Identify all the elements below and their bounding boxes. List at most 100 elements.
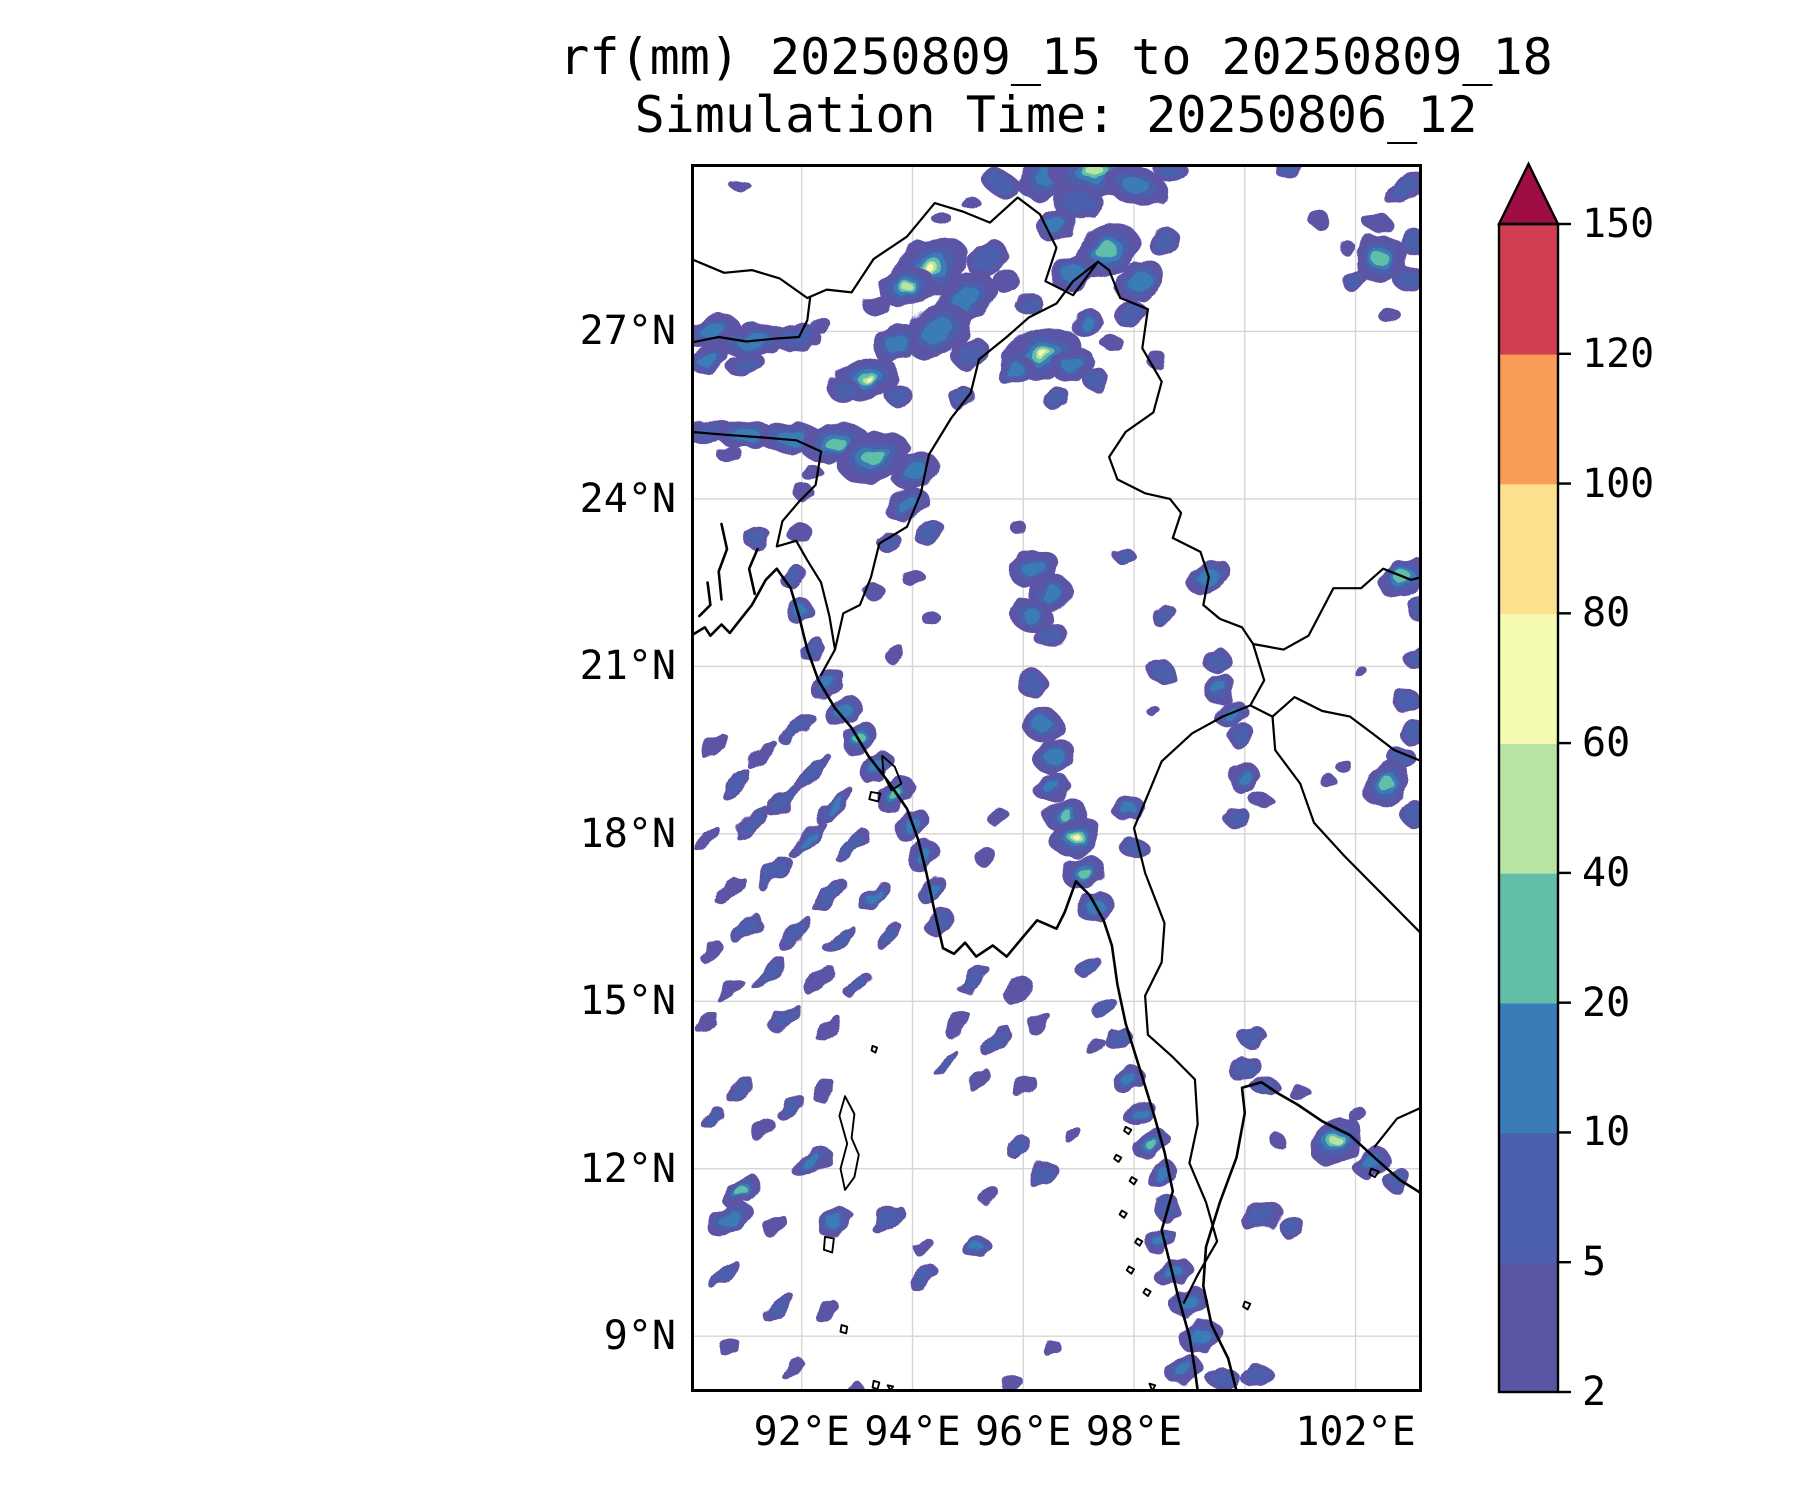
rain-cell [1402,646,1422,670]
rain-contour-level-2 [1128,271,1151,291]
colorbar-segment-40-60 [1499,743,1558,874]
rain-contour-level-2 [1079,317,1095,330]
rain-cell [884,487,930,522]
rain-cell [1399,801,1422,827]
rain-contour-level-3 [735,1186,747,1196]
rain-contour-level-1 [830,930,851,950]
rain-cell [1062,855,1107,891]
rain-contour-level-3 [1372,251,1389,267]
island-outline [868,791,882,803]
rain-cell [691,345,731,374]
rain-contour-level-1 [733,357,759,373]
rain-cell [1250,791,1273,809]
rain-contour-level-1 [1244,1029,1263,1046]
rain-contour-level-1 [958,343,983,365]
lon-tick-label-92: 92°E [753,1409,850,1455]
rain-cell [762,1213,786,1236]
rain-cell [777,1094,805,1121]
lat-tick-label-12: 12°N [579,1145,676,1192]
rain-cell [707,1201,753,1237]
rain-cell [1147,660,1176,684]
rain-contour-level-2 [804,1156,822,1171]
rain-cell [764,1293,796,1323]
rain-cell [996,355,1034,386]
rain-contour-level-0 [694,827,721,852]
colorbar-tick-label-10: 10 [1582,1109,1631,1156]
island-outline [839,1324,849,1335]
rain-contour-level-0 [1011,1074,1035,1096]
rain-cell [1113,1066,1144,1093]
rain-contour-level-0 [747,741,779,770]
rain-contour-level-0 [1289,1085,1312,1102]
rain-cell [1070,309,1103,337]
rain-cell [992,270,1021,293]
island-outline [1113,1153,1123,1163]
rain-cell [1011,1074,1035,1096]
rain-cell [696,1012,719,1035]
country-border [1373,1106,1422,1148]
rain-cell [1341,270,1370,293]
rain-contour-level-2 [866,888,881,902]
map-plot-area [691,164,1422,1392]
rain-contour-level-0 [814,1299,839,1323]
rain-contour-level-0 [1004,977,1032,1003]
rain-contour-level-0 [715,445,744,463]
island-outline [1148,1382,1157,1392]
rain-cell [1289,1085,1312,1102]
rain-cell [900,568,925,586]
rain-contour-level-5 [924,263,934,271]
rain-contour-level-0 [1041,1339,1061,1356]
plot-subtitle: Simulation Time: 20250806_12 [634,86,1478,144]
rain-contour-level-2 [735,331,768,348]
rain-cell [701,1107,725,1130]
rain-contour-level-1 [1032,1166,1053,1183]
rain-cell [721,1175,761,1207]
rain-contour-level-2 [700,324,726,339]
rain-cell [1377,306,1400,324]
rain-contour-level-0 [1377,306,1400,324]
rain-cell [1001,1375,1023,1392]
rain-contour-level-1 [757,962,781,984]
rain-contour-level-0 [1336,759,1353,774]
rain-contour-level-0 [1064,1127,1083,1144]
rain-contour-level-0 [914,1237,934,1256]
colorbar-tick-label-150: 150 [1582,201,1655,247]
rain-cell [1078,956,1102,979]
rain-cell [1239,1026,1267,1050]
rain-cell [1111,546,1135,564]
rain-contour-level-1 [1010,1139,1026,1154]
rain-cell [1036,210,1077,241]
rain-cell [1111,795,1145,822]
rain-contour-level-3 [1378,776,1394,791]
country-border [691,196,1255,646]
island-outline [1118,1209,1128,1219]
rain-cell [967,239,1008,279]
rain-contour-level-0 [1028,1012,1052,1035]
rain-contour-level-1 [725,774,746,793]
rain-contour-level-2 [826,797,844,814]
rain-cell [778,918,814,951]
lat-tick-label-21: 21°N [579,643,676,690]
rain-cell [963,1235,990,1258]
lon-tick-label-94: 94°E [864,1409,961,1455]
coastline [1202,1080,1422,1392]
rain-contour-level-2 [916,849,931,863]
rain-contour-level-1 [1282,1219,1301,1235]
rain-contour-level-0 [967,1068,991,1091]
rain-cell [880,266,934,308]
rain-contour-level-0 [696,1012,719,1035]
country-border [1132,704,1252,1304]
rain-contour-level-5 [1073,834,1079,839]
rain-cell [1146,705,1161,717]
rain-contour-level-1 [781,1098,800,1116]
rain-contour-level-2 [1121,1073,1136,1086]
rain-contour-level-5 [864,376,872,382]
rain-cell [1041,1339,1061,1356]
rain-contour-level-1 [953,390,972,407]
rain-cell [862,296,891,317]
rain-contour-level-1 [784,717,808,739]
rain-cell [914,1237,934,1256]
rain-cell [1148,227,1181,257]
rain-cell [699,940,722,962]
